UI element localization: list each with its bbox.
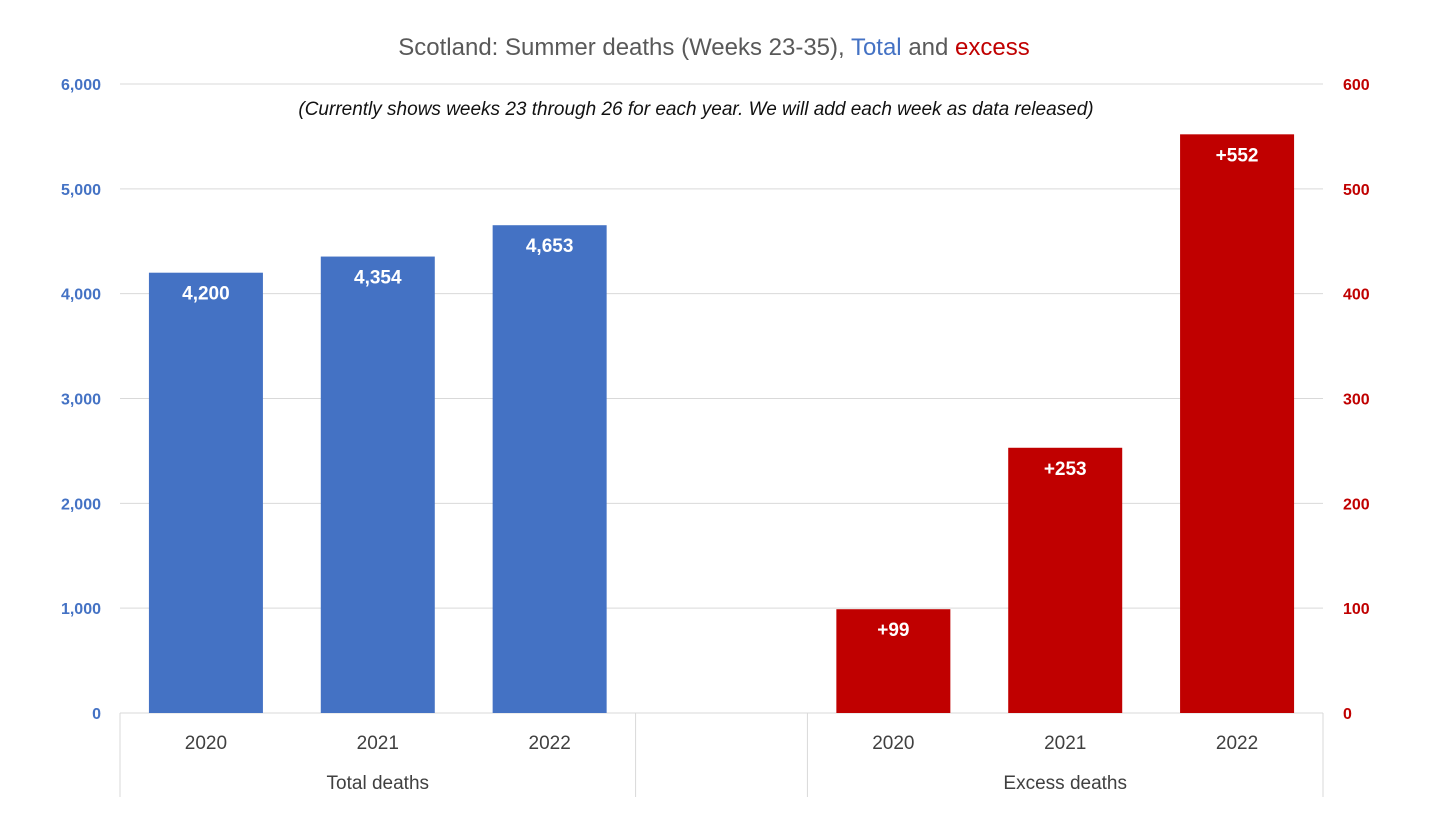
title-part-total: Total xyxy=(851,34,902,61)
chart-subtitle: (Currently shows weeks 23 through 26 for… xyxy=(298,99,1093,120)
left-axis-tick-label: 2,000 xyxy=(61,496,101,513)
bar xyxy=(1008,447,1123,713)
data-label: 4,354 xyxy=(354,268,402,289)
axes: 0 1,000 2,000 3,000 4,000 5,000 6,000 0 100 200 30… xyxy=(61,77,1370,797)
bar xyxy=(148,272,263,713)
bars xyxy=(148,134,1295,713)
category-label: 2020 xyxy=(872,733,914,754)
left-axis-tick-label: 1,000 xyxy=(61,601,101,618)
title-part-1: Scotland: Summer deaths (Weeks 23-35), xyxy=(398,34,844,61)
group-label: Excess deaths xyxy=(1003,773,1127,794)
bar xyxy=(1180,134,1295,713)
data-labels: 4,200 4,354 4,653 +99 +253 +552 xyxy=(182,145,1258,641)
chart-title: Scotland: Summer deaths (Weeks 23-35), T… xyxy=(398,34,1029,61)
left-axis-tick-label: 3,000 xyxy=(61,392,101,409)
right-axis-tick-label: 500 xyxy=(1343,182,1370,199)
right-axis-tick-label: 300 xyxy=(1343,392,1370,409)
right-axis-tick-label: 0 xyxy=(1343,706,1352,723)
category-label: 2021 xyxy=(1044,733,1086,754)
left-axis-tick-label: 5,000 xyxy=(61,182,101,199)
left-axis-tick-label: 6,000 xyxy=(61,77,101,94)
left-axis-tick-label: 4,000 xyxy=(61,287,101,304)
left-axis-tick-label: 0 xyxy=(92,706,101,723)
bar xyxy=(836,609,951,713)
bar xyxy=(492,225,607,713)
group-label: Total deaths xyxy=(327,773,429,794)
category-label: 2021 xyxy=(357,733,399,754)
data-label: +99 xyxy=(877,620,909,641)
bar xyxy=(320,256,435,713)
right-axis-tick-label: 200 xyxy=(1343,496,1370,513)
data-label: +253 xyxy=(1044,459,1087,480)
data-label: +552 xyxy=(1216,145,1259,166)
category-label: 2022 xyxy=(1216,733,1258,754)
right-axis-tick-label: 400 xyxy=(1343,287,1370,304)
data-label: 4,200 xyxy=(182,284,230,305)
data-label: 4,653 xyxy=(526,236,574,257)
category-label: 2022 xyxy=(529,733,571,754)
right-axis-tick-label: 600 xyxy=(1343,77,1370,94)
title-part-and: and xyxy=(908,34,948,61)
title-part-excess: excess xyxy=(955,34,1030,61)
category-label: 2020 xyxy=(185,733,227,754)
gridlines xyxy=(120,83,1323,609)
right-axis-tick-label: 100 xyxy=(1343,601,1370,618)
